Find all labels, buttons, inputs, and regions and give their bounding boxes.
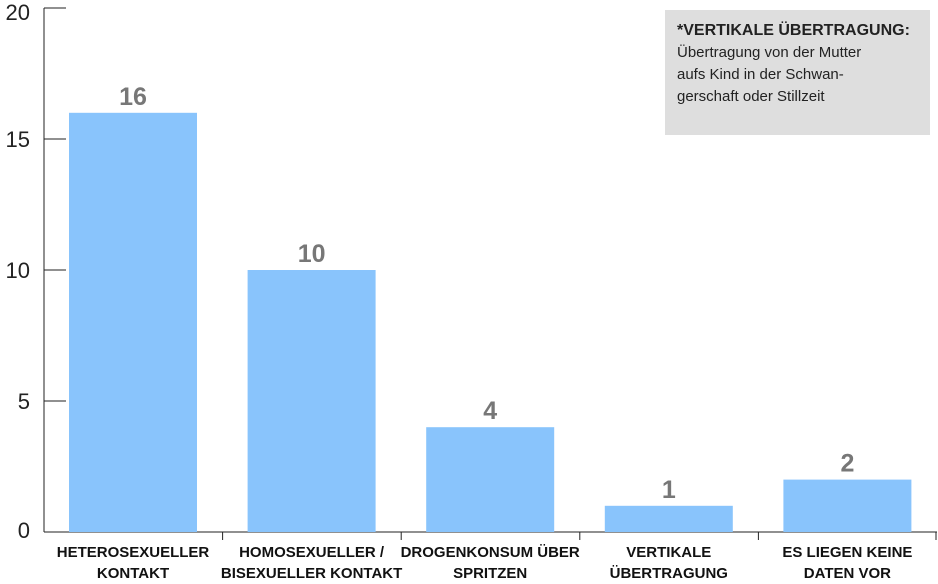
bar <box>247 270 376 532</box>
y-tick-label: 10 <box>6 258 30 283</box>
bar-value-label: 1 <box>662 476 676 504</box>
bar <box>783 479 912 532</box>
x-category-label: BISEXUELLER KONTAKT <box>221 565 402 582</box>
bar-value-label: 2 <box>840 450 854 478</box>
bar <box>426 427 555 532</box>
bar <box>604 505 733 532</box>
x-category-label: HETEROSEXUELLER <box>57 544 210 561</box>
x-category-label: VERTIKALE <box>626 544 711 561</box>
y-tick-label: 20 <box>6 0 30 25</box>
x-category-label: HOMOSEXUELLER / <box>239 544 385 561</box>
bar-value-label: 4 <box>483 397 497 425</box>
x-category-label: SPRITZEN <box>453 565 527 582</box>
x-category-label: ES LIEGEN KEINE <box>782 544 912 561</box>
x-category-label: KONTAKT <box>97 565 169 582</box>
y-tick-label: 15 <box>6 127 30 152</box>
bar <box>69 112 197 533</box>
y-tick-label: 5 <box>18 389 30 414</box>
y-tick-label: 0 <box>18 518 30 543</box>
x-category-label: ÜBERTRAGUNG <box>610 565 728 582</box>
footnote-text: Übertragung von der Mutter aufs Kind in … <box>677 44 862 105</box>
footnote-title: *VERTIKALE ÜBERTRAGUNG: <box>677 22 910 39</box>
bar-value-label: 16 <box>119 83 147 111</box>
x-category-label: DROGENKONSUM ÜBER <box>401 544 580 561</box>
footnote-box: *VERTIKALE ÜBERTRAGUNG: Übertragung von … <box>665 10 930 135</box>
bar-value-label: 10 <box>298 240 326 268</box>
x-category-label: DATEN VOR <box>804 565 891 582</box>
